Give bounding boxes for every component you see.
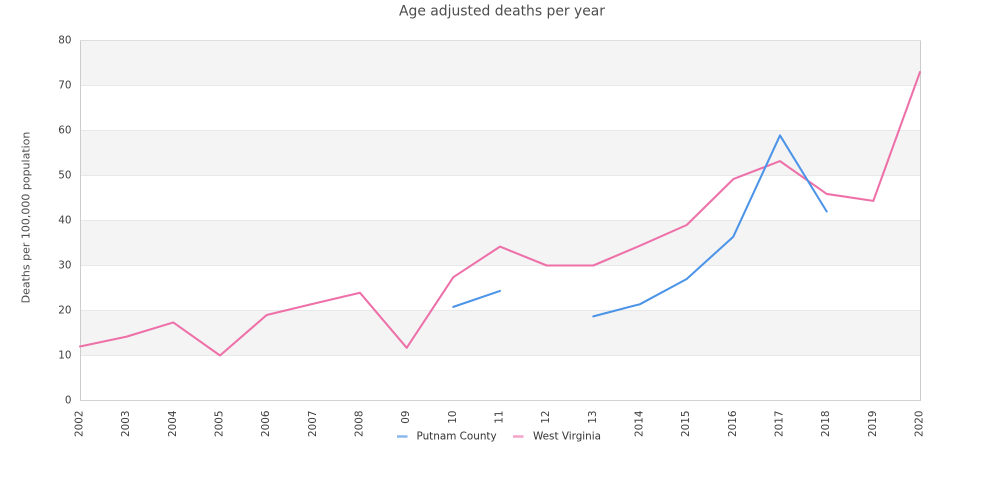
svg-text:2008: 2008 [354, 411, 366, 437]
svg-text:2003: 2003 [120, 411, 132, 437]
svg-text:West Virginia: West Virginia [533, 431, 601, 443]
svg-text:11: 11 [494, 411, 506, 424]
svg-text:2006: 2006 [260, 411, 272, 437]
svg-text:10: 10 [447, 411, 459, 424]
svg-text:Age adjusted deaths per year: Age adjusted deaths per year [399, 4, 605, 20]
svg-text:40: 40 [58, 215, 71, 227]
svg-text:2020: 2020 [914, 411, 926, 437]
svg-text:0: 0 [65, 395, 72, 407]
svg-text:20: 20 [58, 305, 71, 317]
svg-text:2019: 2019 [867, 411, 879, 437]
svg-text:70: 70 [58, 80, 71, 92]
svg-text:2017: 2017 [774, 411, 786, 437]
svg-text:2005: 2005 [214, 411, 226, 437]
svg-text:2002: 2002 [74, 411, 86, 437]
svg-text:50: 50 [58, 170, 71, 182]
svg-text:13: 13 [587, 411, 599, 424]
svg-text:2007: 2007 [307, 411, 319, 437]
svg-text:12: 12 [540, 411, 552, 424]
svg-text:80: 80 [58, 35, 71, 47]
svg-text:10: 10 [58, 350, 71, 362]
svg-text:Deaths per 100,000 population: Deaths per 100,000 population [20, 132, 33, 304]
svg-text:2014: 2014 [634, 410, 646, 437]
svg-text:Putnam County: Putnam County [417, 431, 497, 443]
svg-text:09: 09 [400, 411, 412, 424]
svg-text:2018: 2018 [820, 411, 832, 437]
svg-text:60: 60 [58, 125, 71, 137]
svg-text:2004: 2004 [167, 410, 179, 437]
svg-text:30: 30 [58, 260, 71, 272]
svg-text:2015: 2015 [680, 411, 692, 437]
svg-text:2016: 2016 [727, 411, 739, 437]
